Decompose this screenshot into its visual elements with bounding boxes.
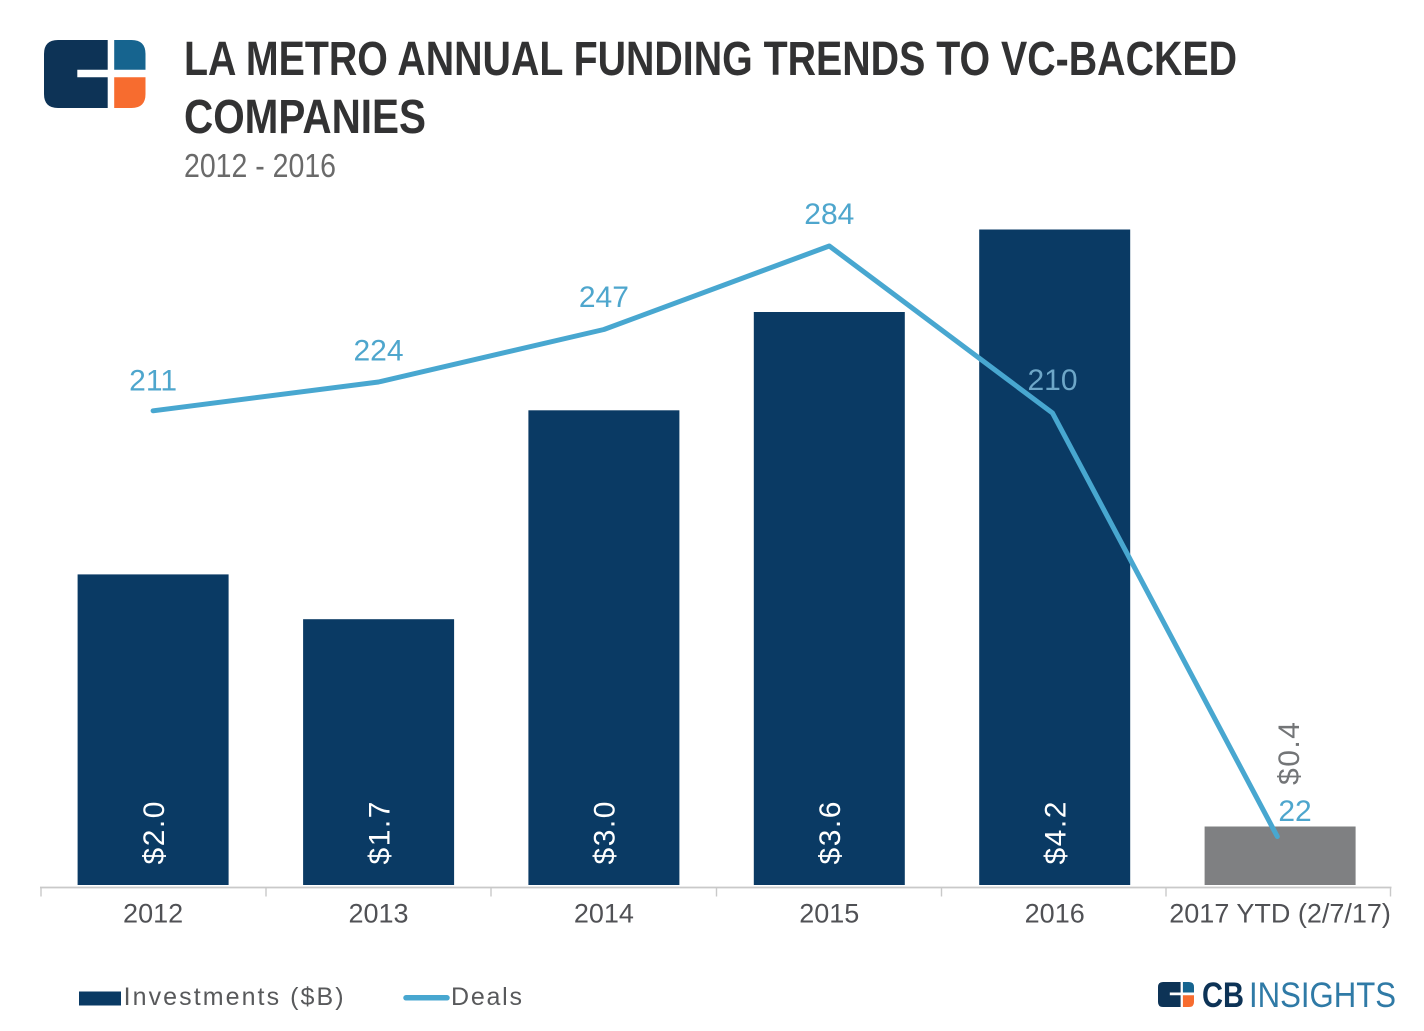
svg-text:CB: CB bbox=[1202, 976, 1244, 1015]
svg-text:2012 - 2016: 2012 - 2016 bbox=[184, 147, 336, 184]
svg-text:$3.6: $3.6 bbox=[814, 802, 847, 865]
svg-text:211: 211 bbox=[129, 365, 177, 398]
svg-text:210: 210 bbox=[1027, 364, 1077, 397]
svg-text:$1.7: $1.7 bbox=[363, 802, 396, 865]
svg-text:2014: 2014 bbox=[574, 899, 634, 929]
svg-text:247: 247 bbox=[579, 281, 629, 314]
svg-text:Deals: Deals bbox=[451, 983, 522, 1011]
svg-text:2012: 2012 bbox=[123, 899, 183, 929]
svg-text:2017 YTD (2/7/17): 2017 YTD (2/7/17) bbox=[1169, 899, 1391, 929]
svg-text:Investments ($B): Investments ($B) bbox=[124, 983, 344, 1011]
svg-text:COMPANIES: COMPANIES bbox=[184, 91, 426, 144]
svg-text:2013: 2013 bbox=[348, 899, 408, 929]
svg-text:2016: 2016 bbox=[1025, 899, 1085, 929]
svg-text:$4.2: $4.2 bbox=[1040, 802, 1073, 865]
svg-text:22: 22 bbox=[1278, 795, 1311, 828]
svg-text:2015: 2015 bbox=[799, 899, 859, 929]
svg-text:$0.4: $0.4 bbox=[1273, 722, 1306, 785]
svg-text:$3.0: $3.0 bbox=[589, 802, 622, 865]
svg-text:LA METRO ANNUAL FUNDING TRENDS: LA METRO ANNUAL FUNDING TRENDS TO VC-BAC… bbox=[184, 33, 1237, 86]
svg-text:$2.0: $2.0 bbox=[138, 802, 171, 865]
svg-text:224: 224 bbox=[353, 335, 403, 368]
svg-text:284: 284 bbox=[804, 198, 854, 231]
svg-text:INSIGHTS: INSIGHTS bbox=[1249, 976, 1396, 1015]
